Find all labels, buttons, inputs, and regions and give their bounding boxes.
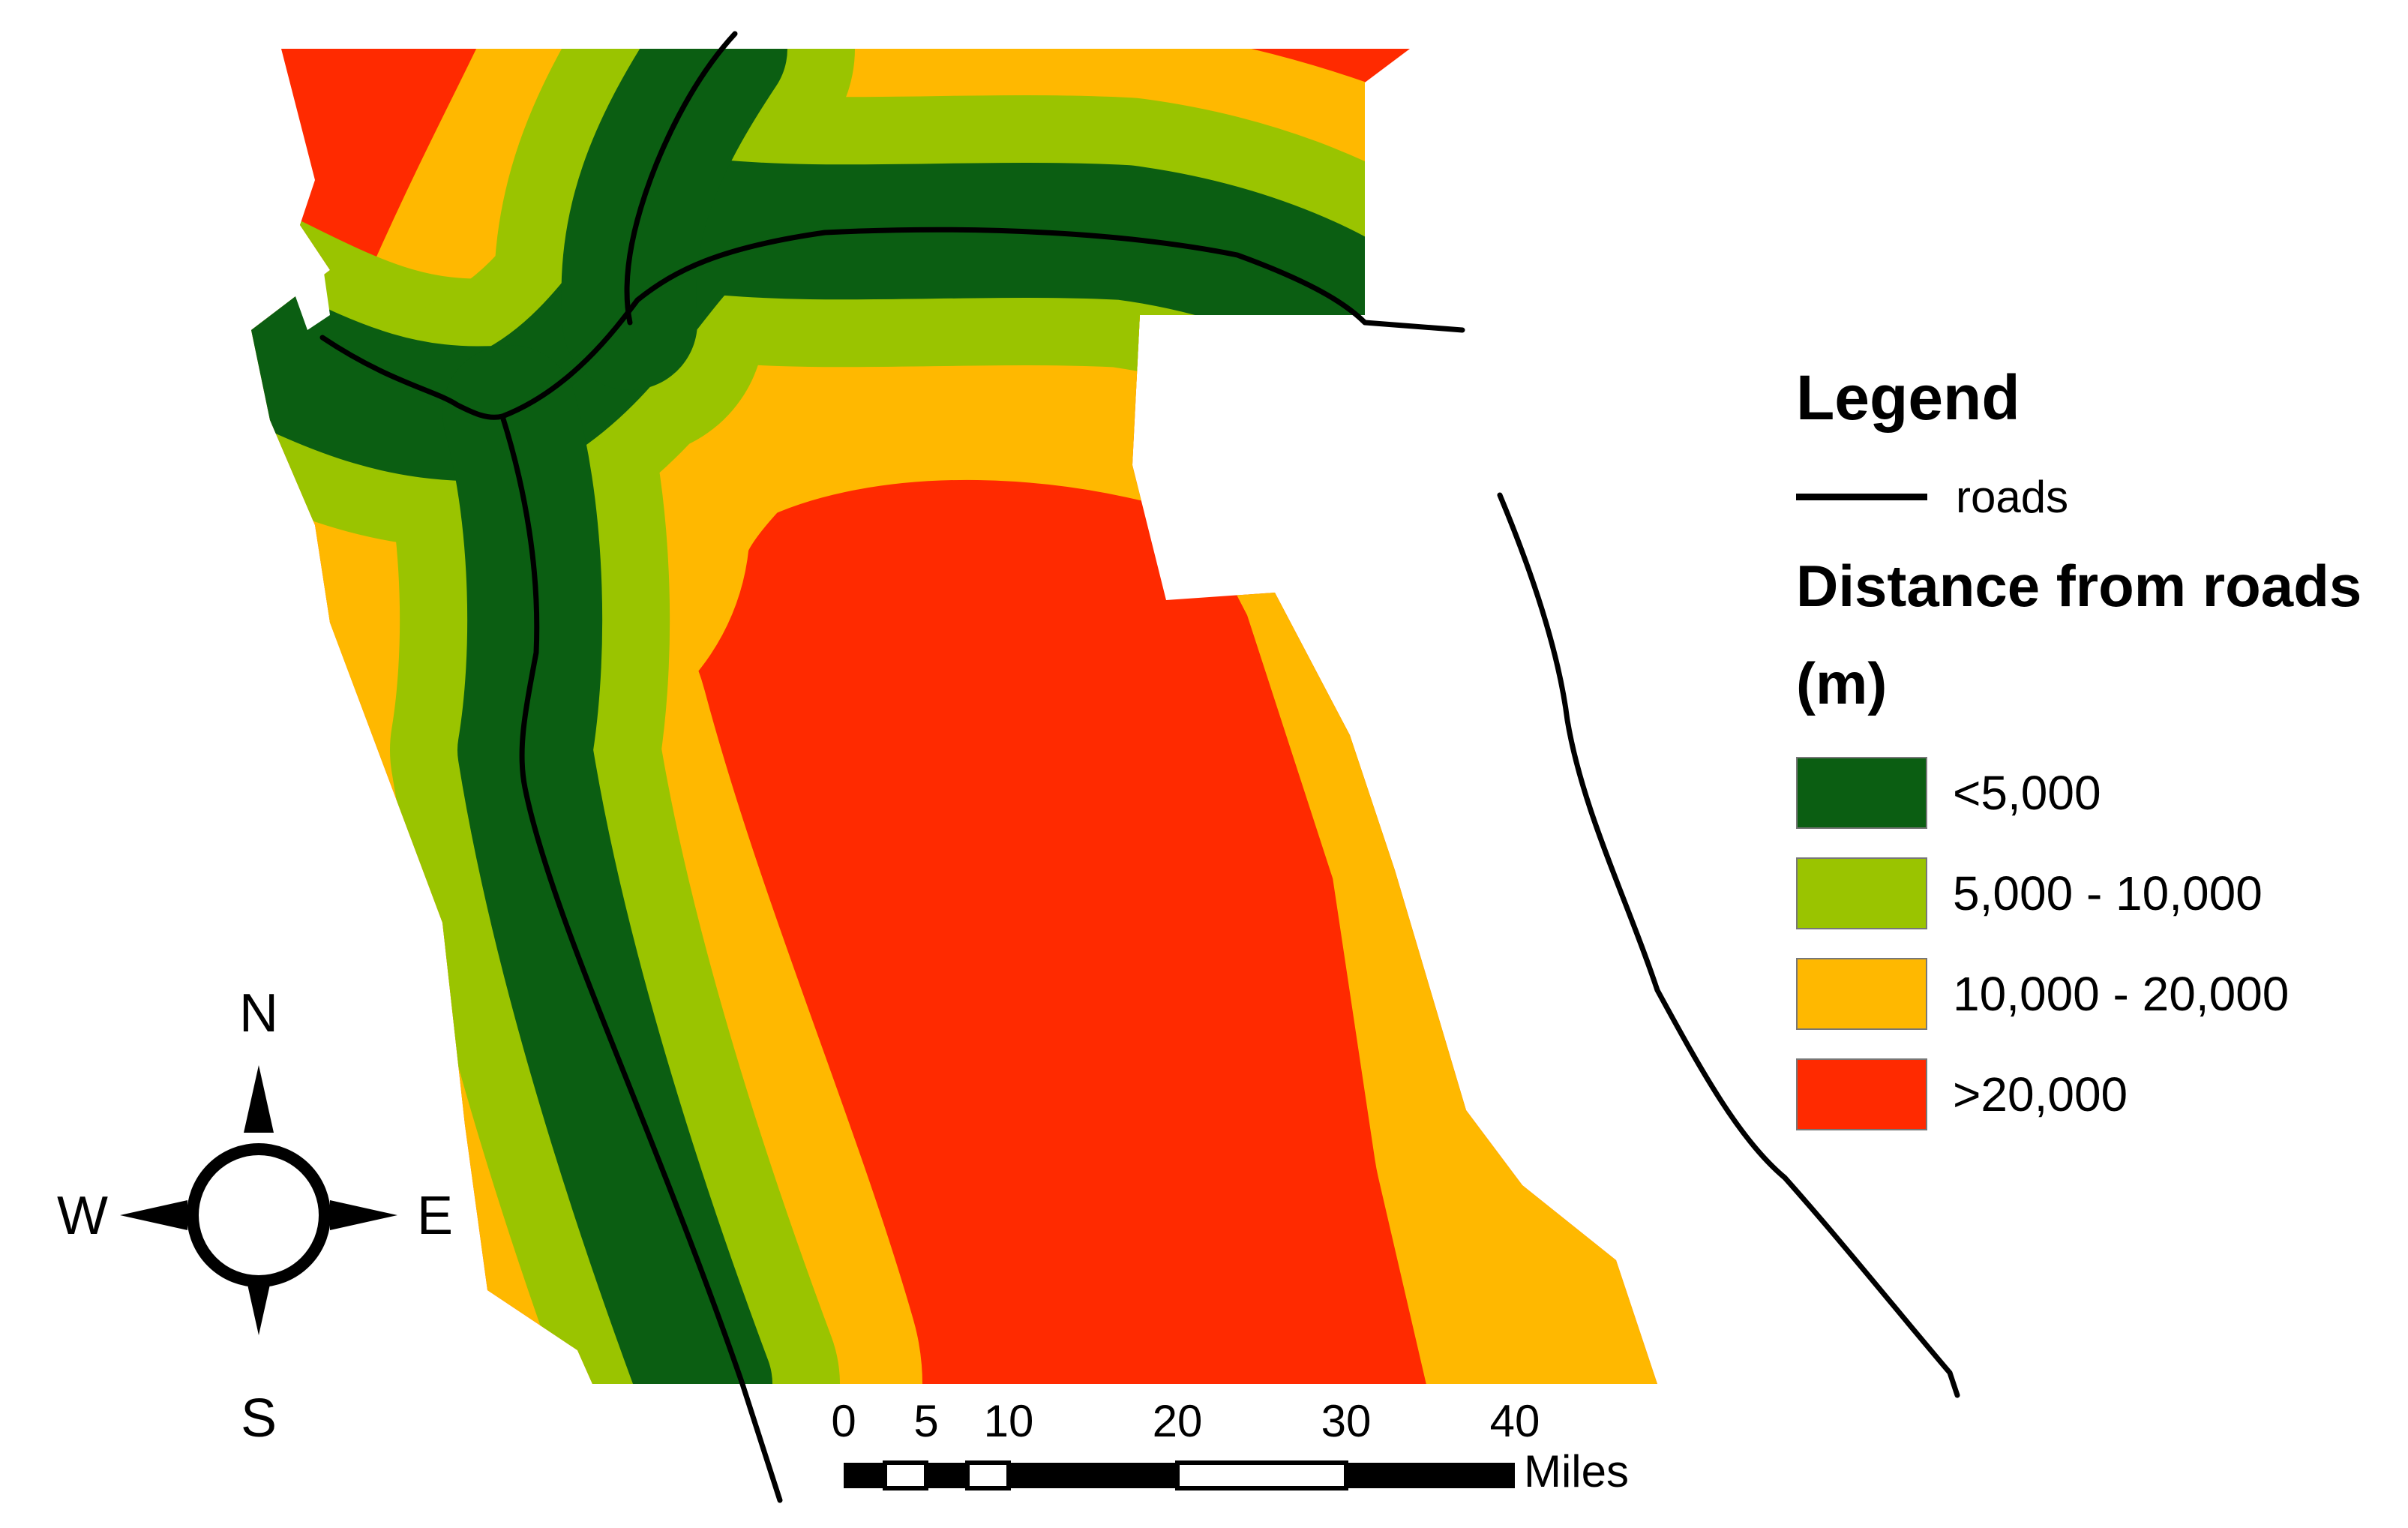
scale-unit-label: Miles: [1524, 1446, 1629, 1496]
scale-bar: 0 5 10 20 30 40 Miles: [831, 1396, 1629, 1496]
scale-tick-0: 0: [831, 1396, 856, 1446]
roads-label: roads: [1956, 471, 2069, 522]
class-label: >20,000: [1953, 1067, 2128, 1121]
road-east-highway: [1497, 492, 1960, 1398]
compass-s-label: S: [241, 1388, 277, 1448]
legend-title: Legend: [1796, 362, 2020, 433]
no-data-notch: [289, 263, 330, 330]
road-south-trunk: [499, 413, 783, 1503]
compass-n-label: N: [239, 983, 278, 1043]
scale-tick-20: 20: [1153, 1396, 1203, 1446]
scale-seg-5: [1009, 1463, 1177, 1488]
legend-class-row: <5,000: [1796, 753, 2396, 833]
scale-seg-3: [926, 1463, 967, 1488]
class-label: 5,000 - 10,000: [1953, 866, 2263, 920]
scale-seg-1: [844, 1463, 885, 1488]
scale-seg-6: [1175, 1460, 1348, 1490]
compass-e-label: E: [417, 1186, 453, 1246]
class-swatch: [1796, 757, 1927, 829]
scale-seg-2: [883, 1460, 928, 1490]
roads-line-symbol: [1796, 493, 1927, 500]
distance-layer-title: Distance from roads (m): [1796, 553, 2362, 716]
legend-class-row: 10,000 - 20,000: [1796, 954, 2396, 1034]
class-swatch: [1796, 857, 1927, 929]
class-label: <5,000: [1953, 766, 2101, 820]
roads-layer: [319, 31, 1960, 1503]
scale-tick-30: 30: [1321, 1396, 1372, 1446]
compass-w-label: W: [57, 1186, 108, 1246]
road-north-branch: [624, 31, 738, 326]
legend-class-row: >20,000: [1796, 1055, 2396, 1134]
road-west-feeder: [319, 335, 505, 420]
scale-tick-5: 5: [913, 1396, 938, 1446]
legend-class-row: 5,000 - 10,000: [1796, 854, 2396, 933]
class-swatch: [1796, 1058, 1927, 1130]
scale-seg-7: [1346, 1463, 1515, 1488]
scale-tick-10: 10: [984, 1396, 1034, 1446]
north-arrow: N S W E: [57, 983, 453, 1448]
scale-tick-40: 40: [1490, 1396, 1540, 1446]
legend-roads-row: roads: [1796, 467, 2396, 527]
class-label: 10,000 - 20,000: [1953, 967, 2290, 1021]
class-swatch: [1796, 958, 1927, 1030]
map-legend: Legend roads Distance from roads (m) <5,…: [1796, 360, 2396, 1134]
road-east-branch: [499, 227, 1465, 419]
scale-seg-4: [965, 1460, 1011, 1490]
